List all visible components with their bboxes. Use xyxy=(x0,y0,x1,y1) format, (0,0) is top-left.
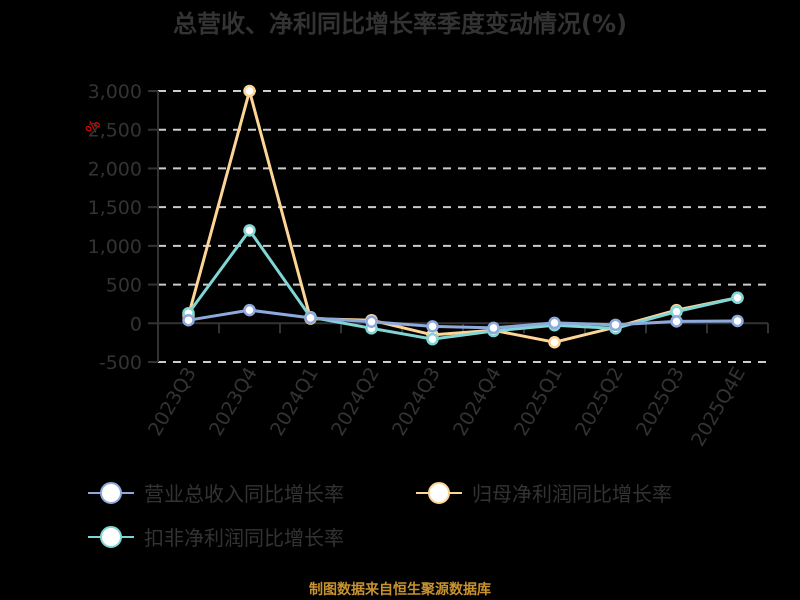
data-point[interactable] xyxy=(243,224,256,237)
x-tick-label: 2024Q4 xyxy=(449,364,506,440)
data-point[interactable] xyxy=(548,316,561,330)
legend-marker-icon xyxy=(416,481,462,505)
legend-label: 归母净利润同比增长率 xyxy=(472,482,672,506)
y-tick-label: 3,000 xyxy=(88,81,142,103)
legend-marker-icon xyxy=(88,525,134,549)
data-point[interactable] xyxy=(243,84,256,98)
data-point[interactable] xyxy=(426,320,439,333)
y-tick-label: -500 xyxy=(99,352,142,374)
y-tick-label: 500 xyxy=(106,275,142,297)
x-tick-label: 2025Q1 xyxy=(510,364,567,440)
x-axis-labels: 2023Q3 2023Q4 2024Q1 2024Q2 2024Q3 2024Q4 2025… xyxy=(144,364,750,451)
data-point[interactable] xyxy=(670,315,683,328)
x-tick-label: 2024Q3 xyxy=(388,364,445,440)
chart-title: 总营收、净利同比增长率季度变动情况(%) xyxy=(173,10,627,38)
y-tick-label: 1,000 xyxy=(88,236,142,258)
data-point[interactable] xyxy=(182,313,195,327)
x-tick-label: 2024Q1 xyxy=(266,364,323,440)
data-source-note: 制图数据来自恒生聚源数据库 xyxy=(309,582,491,598)
y-axis-labels: 3,000 2,500 2,000 1,500 1,000 500 0 -500 xyxy=(88,81,142,374)
data-point[interactable] xyxy=(548,336,561,349)
legend-item-revenue[interactable]: 营业总收入同比增长率 xyxy=(88,478,344,507)
y-tick-label: 1,500 xyxy=(88,197,142,219)
x-tick-label: 2023Q3 xyxy=(144,364,201,440)
data-point[interactable] xyxy=(426,332,439,346)
grid-lines xyxy=(158,90,768,363)
data-point[interactable] xyxy=(365,315,378,328)
x-tick-label: 2024Q2 xyxy=(327,364,384,440)
series-line xyxy=(187,85,738,344)
legend-label: 扣非净利润同比增长率 xyxy=(144,526,344,550)
data-point[interactable] xyxy=(243,303,256,317)
series-line xyxy=(188,308,738,330)
legend-label: 营业总收入同比增长率 xyxy=(144,482,344,506)
data-point[interactable] xyxy=(609,318,622,332)
series-line xyxy=(187,227,738,341)
x-tick-label: 2025Q4E xyxy=(687,364,750,451)
y-tick-label: 0 xyxy=(130,313,142,335)
data-point[interactable] xyxy=(304,311,317,325)
x-tick-label: 2025Q2 xyxy=(571,364,628,440)
data-point[interactable] xyxy=(731,291,744,304)
legend-item-deducted-profit[interactable]: 扣非净利润同比增长率 xyxy=(88,522,344,551)
data-series xyxy=(182,84,744,349)
x-tick-label: 2025Q3 xyxy=(632,364,689,440)
legend-item-net-profit[interactable]: 归母净利润同比增长率 xyxy=(416,478,672,507)
x-tick-label: 2023Q4 xyxy=(205,364,262,440)
y-tick-label: 2,500 xyxy=(88,120,142,142)
y-tick-label: 2,000 xyxy=(88,158,142,180)
legend-marker-icon xyxy=(88,481,134,505)
data-point[interactable] xyxy=(487,321,500,335)
data-point[interactable] xyxy=(731,314,744,328)
